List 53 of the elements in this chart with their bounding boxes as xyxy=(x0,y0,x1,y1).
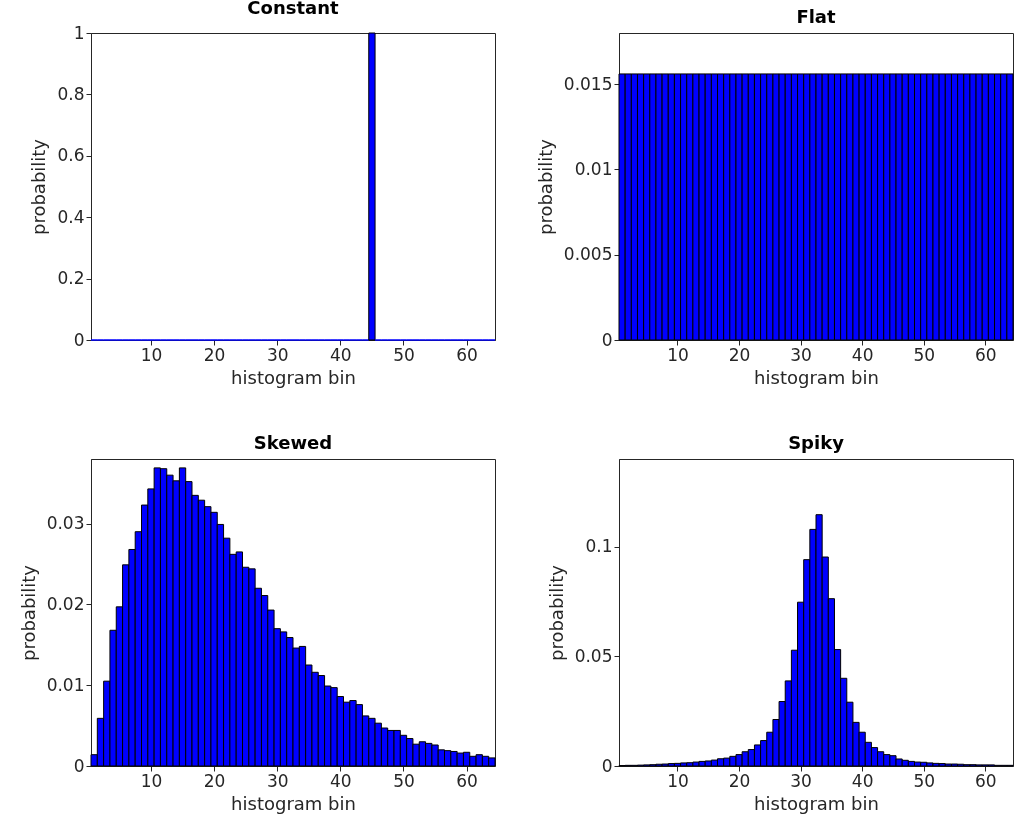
x-tick-label: 60 xyxy=(974,344,997,365)
chart-title: Spiky xyxy=(788,432,845,453)
y-tick-label: 0 xyxy=(73,755,85,776)
y-tick-label: 0.015 xyxy=(563,73,613,94)
y-tick-label: 0.03 xyxy=(46,513,85,534)
y-tick-label: 0.8 xyxy=(57,83,85,104)
x-axis-title: histogram bin xyxy=(231,792,356,814)
y-axis-title: probability xyxy=(545,564,567,662)
x-tick-label: 50 xyxy=(393,770,415,791)
y-axis-title: probability xyxy=(17,564,39,662)
chart-title: Flat xyxy=(796,6,836,27)
x-tick-label: 50 xyxy=(913,344,936,365)
x-tick-label: 20 xyxy=(203,344,226,365)
x-tick-label: 30 xyxy=(790,770,812,791)
x-tick-label: 40 xyxy=(851,344,874,365)
x-tick-label: 20 xyxy=(728,344,751,365)
x-tick-label: 40 xyxy=(330,344,352,365)
x-tick-label: 30 xyxy=(266,344,289,365)
y-tick-label: 0.02 xyxy=(46,593,85,614)
x-tick-label: 20 xyxy=(728,770,751,791)
x-tick-label: 40 xyxy=(851,770,874,791)
x-tick-label: 30 xyxy=(266,770,289,791)
x-axis-title: histogram bin xyxy=(231,366,356,388)
x-tick-label: 10 xyxy=(140,770,163,791)
chart-title: Constant xyxy=(247,0,340,18)
y-axis-title: probability xyxy=(28,138,50,236)
x-axis-title: histogram bin xyxy=(754,366,879,388)
y-tick-label: 0.4 xyxy=(57,206,85,227)
x-tick-label: 20 xyxy=(203,770,226,791)
y-tick-label: 1 xyxy=(73,22,85,43)
y-tick-label: 0 xyxy=(601,329,613,350)
x-tick-label: 60 xyxy=(974,770,997,791)
x-tick-label: 30 xyxy=(790,344,812,365)
x-tick-label: 60 xyxy=(456,770,478,791)
y-tick-label: 0 xyxy=(601,755,613,776)
x-tick-label: 40 xyxy=(330,770,352,791)
y-tick-label: 0.2 xyxy=(57,268,85,289)
x-tick-label: 10 xyxy=(667,770,689,791)
y-tick-label: 0.05 xyxy=(574,645,613,666)
chart-title: Skewed xyxy=(253,432,333,453)
x-tick-label: 10 xyxy=(667,344,689,365)
y-tick-label: 0.005 xyxy=(563,244,613,265)
x-tick-label: 50 xyxy=(393,344,415,365)
x-tick-label: 60 xyxy=(456,344,478,365)
x-axis-title: histogram bin xyxy=(754,792,879,814)
y-axis-title: probability xyxy=(534,138,556,236)
x-tick-label: 50 xyxy=(913,770,936,791)
y-tick-label: 0 xyxy=(73,329,85,350)
y-tick-label: 0.1 xyxy=(585,536,613,557)
x-tick-label: 10 xyxy=(140,344,163,365)
y-tick-label: 0.01 xyxy=(574,158,613,179)
y-tick-label: 0.01 xyxy=(46,674,85,695)
y-tick-label: 0.6 xyxy=(57,145,85,166)
